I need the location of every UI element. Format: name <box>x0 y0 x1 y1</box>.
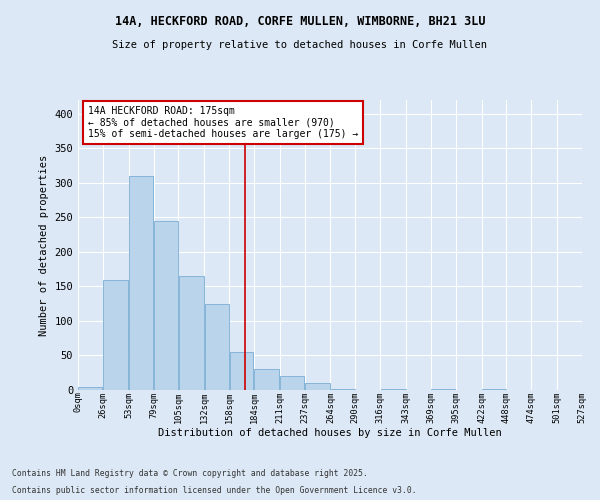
Y-axis label: Number of detached properties: Number of detached properties <box>39 154 49 336</box>
Bar <box>103 280 128 390</box>
Bar <box>280 376 304 390</box>
Text: Contains public sector information licensed under the Open Government Licence v3: Contains public sector information licen… <box>12 486 416 495</box>
Bar <box>305 383 330 390</box>
Bar <box>79 386 103 390</box>
Bar <box>254 370 280 390</box>
Bar <box>154 221 178 390</box>
Bar <box>331 388 355 390</box>
Text: Contains HM Land Registry data © Crown copyright and database right 2025.: Contains HM Land Registry data © Crown c… <box>12 468 368 477</box>
Bar <box>179 276 204 390</box>
Bar <box>129 176 153 390</box>
Text: 14A, HECKFORD ROAD, CORFE MULLEN, WIMBORNE, BH21 3LU: 14A, HECKFORD ROAD, CORFE MULLEN, WIMBOR… <box>115 15 485 28</box>
Bar <box>205 304 229 390</box>
Bar <box>431 388 455 390</box>
X-axis label: Distribution of detached houses by size in Corfe Mullen: Distribution of detached houses by size … <box>158 428 502 438</box>
Bar <box>230 352 253 390</box>
Text: 14A HECKFORD ROAD: 175sqm
← 85% of detached houses are smaller (970)
15% of semi: 14A HECKFORD ROAD: 175sqm ← 85% of detac… <box>88 106 358 139</box>
Text: Size of property relative to detached houses in Corfe Mullen: Size of property relative to detached ho… <box>113 40 487 50</box>
